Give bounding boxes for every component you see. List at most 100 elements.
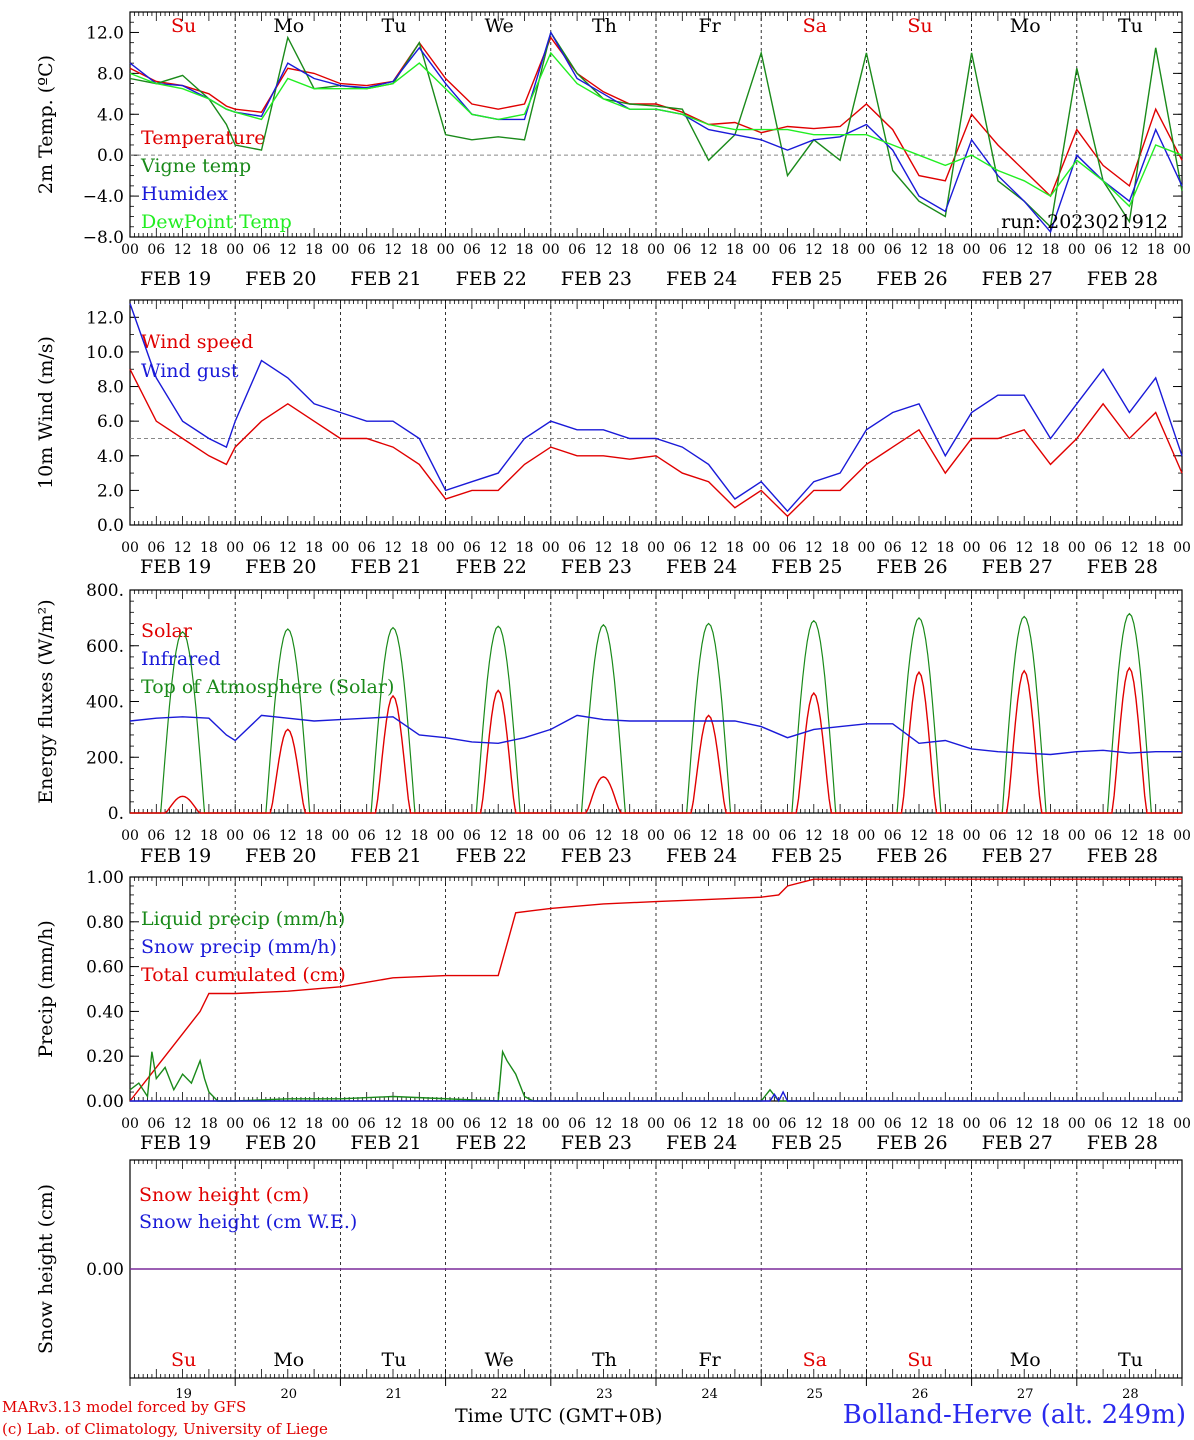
hour-tick-label: 18 xyxy=(621,1116,639,1132)
hour-tick-label: 12 xyxy=(174,828,192,844)
solar-curve xyxy=(235,728,341,814)
hour-tick-label: 00 xyxy=(121,1116,139,1132)
hour-tick-label: 12 xyxy=(700,828,718,844)
hour-tick-label: 06 xyxy=(463,828,481,844)
hour-tick-label: 00 xyxy=(437,540,455,556)
hour-tick-label: 12 xyxy=(384,242,402,258)
series-dewpoint-temp-line xyxy=(129,51,1183,208)
y-tick-label: 800. xyxy=(86,581,124,601)
hour-tick-label: 12 xyxy=(279,242,297,258)
day-of-week-label: Tu xyxy=(382,1349,407,1371)
day-of-week-label: Su xyxy=(171,1349,196,1371)
series-snow-precip-mm-h-line xyxy=(130,1090,1182,1103)
hour-tick-label: 06 xyxy=(568,540,586,556)
hour-tick-label: 00 xyxy=(752,540,770,556)
y-tick-label: 200. xyxy=(86,748,124,768)
y-tick-label: 4.0 xyxy=(97,447,124,467)
hour-tick-label: 18 xyxy=(936,242,954,258)
hour-tick-label: 12 xyxy=(1120,1116,1138,1132)
day-number-label: 19 xyxy=(175,1387,192,1402)
hour-tick-label: 00 xyxy=(647,540,665,556)
hour-tick-label: 00 xyxy=(542,1116,560,1132)
legend-entry: Wind gust xyxy=(141,360,239,382)
hour-tick-label: 06 xyxy=(989,242,1007,258)
hour-tick-label: 06 xyxy=(673,1116,691,1132)
panel-frame xyxy=(129,11,1183,238)
date-label: FEB 26 xyxy=(876,1132,947,1154)
hour-tick-label: 06 xyxy=(358,1116,376,1132)
hour-tick-label: 18 xyxy=(726,828,744,844)
legend-entry: DewPoint Temp xyxy=(141,211,292,233)
day-of-week-label: Mo xyxy=(273,15,304,37)
date-label: FEB 28 xyxy=(1087,845,1158,867)
toa-solar-curve xyxy=(1076,612,1182,814)
hour-tick-label: 00 xyxy=(752,1116,770,1132)
date-label: FEB 24 xyxy=(666,268,737,290)
hour-tick-label: 00 xyxy=(1068,828,1086,844)
hour-tick-label: 12 xyxy=(279,828,297,844)
hour-tick-label: 12 xyxy=(700,242,718,258)
hour-tick-label: 18 xyxy=(200,242,218,258)
hour-tick-label: 06 xyxy=(463,540,481,556)
hour-tick-label: 18 xyxy=(410,242,428,258)
hour-tick-label: 00 xyxy=(226,828,244,844)
hour-tick-label: 00 xyxy=(963,1116,981,1132)
solar-curve xyxy=(130,795,236,814)
legend-entry: Wind speed xyxy=(141,331,253,353)
day-of-week-label: Tu xyxy=(382,15,407,37)
day-number-label: 27 xyxy=(1017,1387,1034,1402)
hour-tick-label: 00 xyxy=(752,828,770,844)
date-label: FEB 25 xyxy=(771,556,842,578)
hour-tick-label: 06 xyxy=(568,242,586,258)
hour-tick-label: 00 xyxy=(963,540,981,556)
date-label: FEB 21 xyxy=(350,1132,421,1154)
hour-tick-label: 12 xyxy=(489,828,507,844)
date-label: FEB 21 xyxy=(350,845,421,867)
run-label: run: 2023021912 xyxy=(1001,211,1168,233)
date-label: FEB 26 xyxy=(876,268,947,290)
hour-tick-label: 06 xyxy=(147,1116,165,1132)
legend-entry: Liquid precip (mm/h) xyxy=(141,908,345,930)
y-tick-label: 8.0 xyxy=(97,64,124,84)
date-label: FEB 19 xyxy=(140,268,211,290)
y-tick-label: 12.0 xyxy=(86,23,124,43)
hour-tick-label: 06 xyxy=(358,540,376,556)
hour-tick-label: 06 xyxy=(463,242,481,258)
date-label: FEB 21 xyxy=(350,268,421,290)
hour-tick-label: 00 xyxy=(121,540,139,556)
solar-curve xyxy=(761,691,867,814)
hour-tick-label: 12 xyxy=(910,1116,928,1132)
date-label: FEB 23 xyxy=(561,845,632,867)
hour-tick-label: 00 xyxy=(647,242,665,258)
series-vigne-temp-line xyxy=(129,30,1183,229)
hour-tick-label: 12 xyxy=(910,540,928,556)
y-tick-label: 0.40 xyxy=(86,1002,124,1022)
legend-entry: Total cumulated (cm) xyxy=(141,964,346,986)
date-label: FEB 19 xyxy=(140,1132,211,1154)
date-label: FEB 23 xyxy=(561,268,632,290)
y-tick-label: −4.0 xyxy=(83,187,124,207)
hour-tick-label: 00 xyxy=(857,1116,875,1132)
hour-tick-label: 00 xyxy=(121,828,139,844)
hour-tick-label: 12 xyxy=(594,242,612,258)
hour-tick-label: 00 xyxy=(542,540,560,556)
hour-tick-label: 18 xyxy=(1147,242,1165,258)
date-label: FEB 20 xyxy=(245,1132,316,1154)
solar-curve xyxy=(1076,666,1182,814)
hour-tick-label: 06 xyxy=(779,828,797,844)
date-label: FEB 25 xyxy=(771,268,842,290)
hour-tick-label: 18 xyxy=(1147,828,1165,844)
day-number-label: 20 xyxy=(281,1387,298,1402)
hour-tick-label: 12 xyxy=(1015,1116,1033,1132)
hour-tick-label: 18 xyxy=(200,540,218,556)
hour-tick-label: 06 xyxy=(1094,540,1112,556)
day-of-week-label: Sa xyxy=(803,1349,827,1371)
hour-tick-label: 00 xyxy=(331,828,349,844)
date-label: FEB 19 xyxy=(140,556,211,578)
hour-tick-label: 12 xyxy=(1120,828,1138,844)
date-label: FEB 27 xyxy=(982,845,1053,867)
hour-tick-label: 06 xyxy=(779,242,797,258)
hour-tick-label: 00 xyxy=(1173,828,1191,844)
hour-tick-label: 12 xyxy=(594,1116,612,1132)
toa-solar-curve xyxy=(761,619,867,814)
